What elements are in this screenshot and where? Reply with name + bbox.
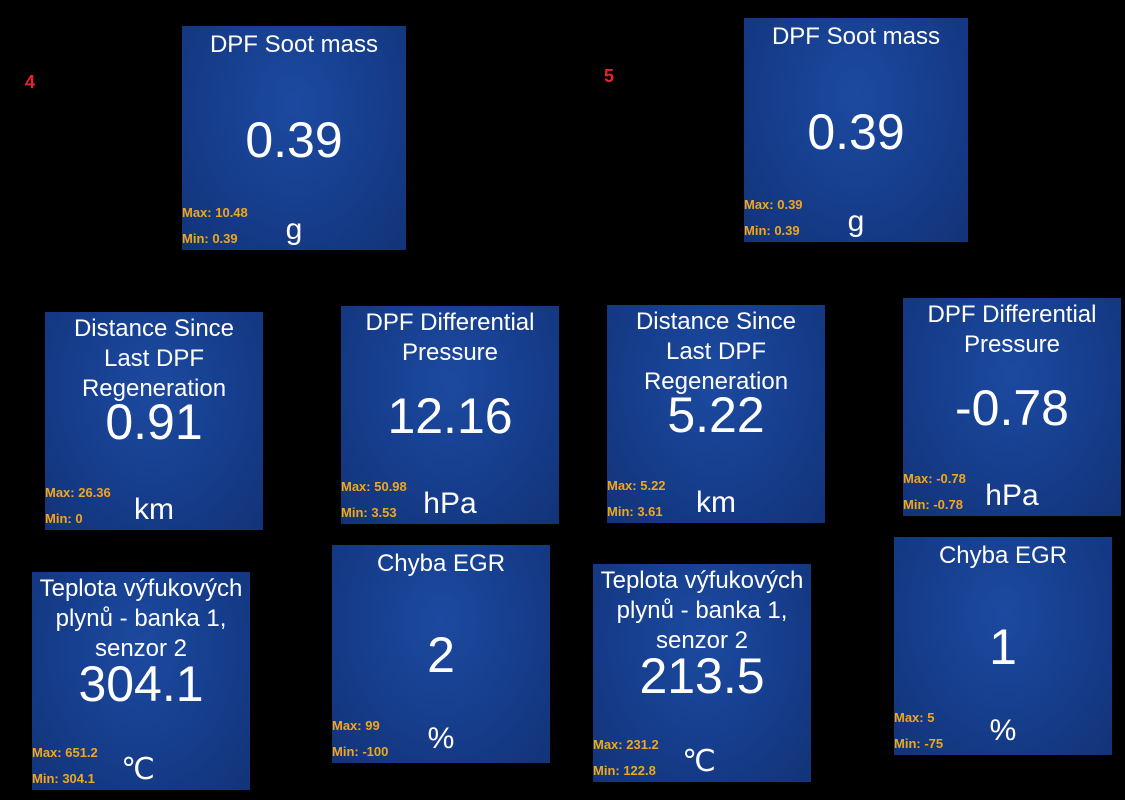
tile-unit: hPa xyxy=(423,487,477,520)
panel-number-left: 4 xyxy=(25,72,36,92)
tile-value: 2 xyxy=(427,627,455,683)
tile-title: DPF Soot mass xyxy=(209,31,379,58)
tile-max: Max: 26.36 xyxy=(45,485,111,500)
tile-unit: g xyxy=(285,213,303,246)
tile-value: 304.1 xyxy=(78,656,204,712)
tile-max: Max: 10.48 xyxy=(182,205,248,220)
tile-value: 0.91 xyxy=(105,394,203,450)
tile-unit: hPa xyxy=(985,479,1039,512)
tile-max: Max: 0.39 xyxy=(744,197,803,212)
tile-min: Min: 122.8 xyxy=(593,763,656,778)
tile-unit: ℃ xyxy=(121,753,155,786)
tile-value: -0.78 xyxy=(955,380,1069,436)
tile-title: Chyba EGR xyxy=(938,542,1068,569)
tile-max: Max: 651.2 xyxy=(32,745,98,760)
panel-number-right: 5 xyxy=(604,66,615,86)
tile-min: Min: 3.53 xyxy=(341,505,397,520)
tile-title: DPF Differential Pressure xyxy=(927,301,1097,358)
tile-max: Max: -0.78 xyxy=(903,471,966,486)
tile-min: Min: 0 xyxy=(45,511,83,526)
tile-unit: km xyxy=(134,493,174,526)
tile-max: Max: 50.98 xyxy=(341,479,407,494)
tile-value: 5.22 xyxy=(667,387,765,443)
tile-min: Min: 0.39 xyxy=(744,223,800,238)
gauge-tile-exhaust-temperature-left[interactable]: Teplota výfukových plynů - banka 1, senz… xyxy=(32,572,250,790)
tile-title: Distance Since Last DPF Regeneration xyxy=(73,315,235,402)
tile-min: Min: -0.78 xyxy=(903,497,963,512)
gauge-tile-exhaust-temperature-right[interactable]: Teplota výfukových plynů - banka 1, senz… xyxy=(593,564,811,782)
tile-unit: g xyxy=(847,205,865,238)
gauge-tile-dpf-differential-pressure-right[interactable]: DPF Differential Pressure -0.78 Max: -0.… xyxy=(903,298,1121,516)
tile-value: 1 xyxy=(989,619,1017,675)
tile-title: DPF Soot mass xyxy=(771,23,941,50)
tile-min: Min: 3.61 xyxy=(607,504,663,519)
gauge-tile-dpf-soot-mass-left[interactable]: DPF Soot mass 0.39 Max: 10.48 Min: 0.39 … xyxy=(182,26,406,250)
tile-min: Min: 304.1 xyxy=(32,771,95,786)
tile-max: Max: 231.2 xyxy=(593,737,659,752)
tile-unit: % xyxy=(989,714,1017,747)
gauge-tile-dpf-differential-pressure-left[interactable]: DPF Differential Pressure 12.16 Max: 50.… xyxy=(341,306,559,524)
tile-title: Teplota výfukových plynů - banka 1, senz… xyxy=(600,567,804,654)
gauge-tile-distance-since-regeneration-right[interactable]: Distance Since Last DPF Regeneration 5.2… xyxy=(607,305,825,523)
tile-unit: ℃ xyxy=(682,745,716,778)
gauge-tile-egr-error-left[interactable]: Chyba EGR 2 Max: 99 Min: -100 % xyxy=(332,545,550,763)
tile-max: Max: 5 xyxy=(894,710,935,725)
gauge-tile-egr-error-right[interactable]: Chyba EGR 1 Max: 5 Min: -75 % xyxy=(894,537,1112,755)
tile-title: DPF Differential Pressure xyxy=(365,309,535,366)
tile-value: 213.5 xyxy=(639,648,765,704)
tile-min: Min: -75 xyxy=(894,736,944,751)
tile-min: Min: -100 xyxy=(332,744,389,759)
tile-max: Max: 99 xyxy=(332,718,380,733)
tile-title: Teplota výfukových plynů - banka 1, senz… xyxy=(39,575,243,662)
gauge-tile-distance-since-regeneration-left[interactable]: Distance Since Last DPF Regeneration 0.9… xyxy=(45,312,263,530)
gauge-tile-dpf-soot-mass-right[interactable]: DPF Soot mass 0.39 Max: 0.39 Min: 0.39 g xyxy=(744,18,968,242)
tile-title: Chyba EGR xyxy=(376,550,506,577)
tile-max: Max: 5.22 xyxy=(607,478,666,493)
tile-unit: km xyxy=(696,486,736,519)
tile-unit: % xyxy=(427,722,455,755)
tile-value: 0.39 xyxy=(245,112,343,168)
tile-min: Min: 0.39 xyxy=(182,231,238,246)
tile-value: 0.39 xyxy=(807,104,905,160)
tile-title: Distance Since Last DPF Regeneration xyxy=(635,308,797,395)
tile-value: 12.16 xyxy=(387,388,513,444)
